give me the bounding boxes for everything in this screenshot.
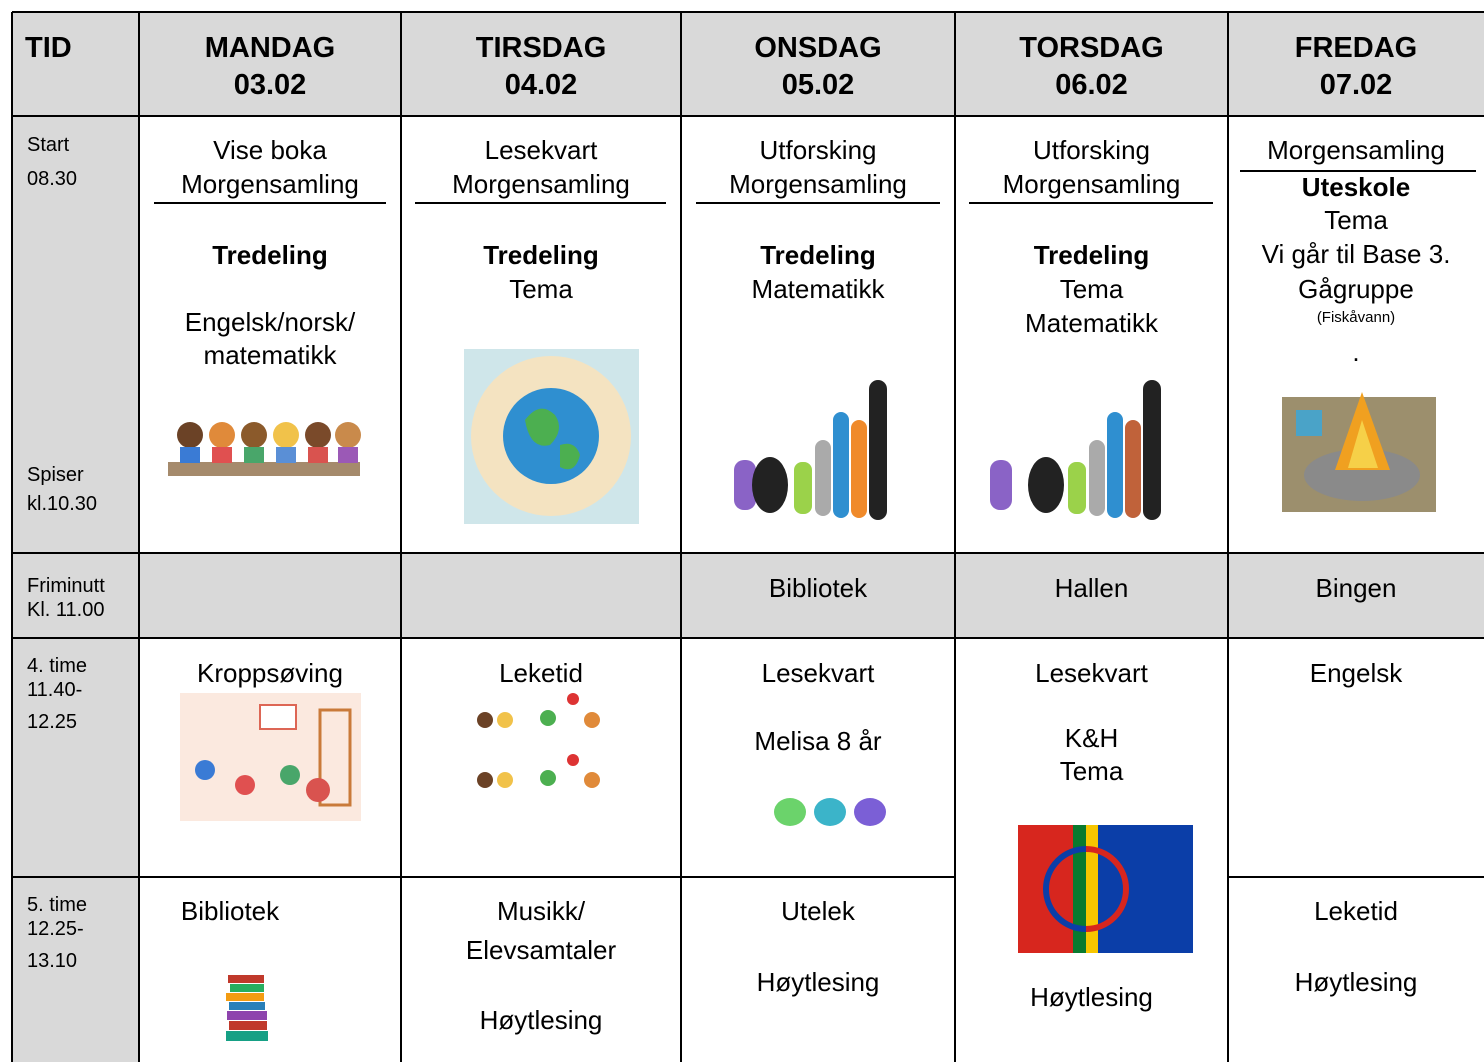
cell-text: Bingen xyxy=(1315,573,1397,603)
cell-text: Tredeling xyxy=(483,240,599,270)
reading-kids-picture xyxy=(168,422,361,476)
cell-text: Utelek xyxy=(781,896,855,926)
cell-text: Kroppsøving xyxy=(197,658,343,688)
time-label: 12.25 xyxy=(27,711,78,733)
time-label: Friminutt xyxy=(27,575,105,597)
cell-text: Bibliotek xyxy=(768,573,868,603)
cell-text: Melisa 8 år xyxy=(754,726,882,756)
break-row-bg xyxy=(12,553,1484,638)
cell-text: Tema xyxy=(509,274,573,304)
time-label: Start xyxy=(27,134,70,156)
time-note: kl.10.30 xyxy=(27,493,98,515)
time-label: 08.30 xyxy=(27,168,78,190)
cell-text: Morgensamling xyxy=(181,169,359,199)
header-time: TID xyxy=(25,32,72,64)
day-name: TORSDAG xyxy=(1019,32,1164,64)
underlines xyxy=(154,170,1476,204)
cell-text: Tema xyxy=(1059,274,1124,304)
day-name: ONSDAG xyxy=(754,32,882,64)
cell-text: Tema xyxy=(1059,756,1124,786)
time-label: 13.10 xyxy=(27,950,78,972)
cell-text: Utforsking xyxy=(759,135,877,165)
time-label: 12.25- xyxy=(27,918,84,940)
cell-text: Engelsk xyxy=(1309,658,1403,688)
cell-text: Gågruppe xyxy=(1298,274,1414,304)
time-label: Kl. 11.00 xyxy=(27,599,105,621)
cell-text: . xyxy=(1352,337,1360,367)
cell-text: Utforsking xyxy=(1032,135,1151,165)
cell-text: Morgensamling xyxy=(729,169,907,199)
day-name: TIRSDAG xyxy=(475,32,607,64)
day-date: 03.02 xyxy=(233,69,307,101)
cell-text: Tredeling xyxy=(212,240,328,270)
cell-text: Uteskole xyxy=(1301,172,1411,202)
cell-text: (Fiskåvann) xyxy=(1316,309,1396,326)
cell-text: Tredeling xyxy=(1033,240,1150,270)
cell-text: Elevsamtaler xyxy=(465,935,617,965)
world-children-picture xyxy=(464,349,639,524)
cell-text: Matematikk xyxy=(751,274,885,304)
borders xyxy=(11,11,1484,1062)
sami-flag xyxy=(1018,825,1193,953)
number-monsters-picture xyxy=(734,380,887,520)
cell-text: Tredeling xyxy=(760,240,876,270)
time-label: 4. time xyxy=(27,655,88,677)
cell-text: Bibliotek xyxy=(180,896,280,926)
cell-text: Høytlesing xyxy=(756,967,880,997)
cell-text: Vise boka xyxy=(213,135,327,165)
play-picture xyxy=(477,693,600,788)
day-date: 07.02 xyxy=(1319,69,1393,101)
time-note: Spiser xyxy=(27,464,84,486)
time-label: 5. time xyxy=(27,894,88,916)
day-name: MANDAG xyxy=(204,32,336,64)
cell-text: Hallen xyxy=(1054,573,1129,603)
day-date: 05.02 xyxy=(781,69,855,101)
campfire-picture xyxy=(1282,392,1436,512)
time-label: 11.40- xyxy=(27,679,83,701)
cell-text: Vi går til Base 3. xyxy=(1261,239,1451,269)
cell-text: Morgensamling xyxy=(1002,169,1181,199)
cell-text: Lesekvart xyxy=(1035,658,1148,688)
balloons-picture xyxy=(774,798,886,826)
cell-text: Engelsk/norsk/ xyxy=(184,307,356,337)
day-date: 06.02 xyxy=(1055,69,1128,101)
cell-text: Musikk/ xyxy=(496,896,586,926)
cell-text: Høytlesing xyxy=(479,1005,603,1035)
number-monsters-picture xyxy=(990,380,1161,520)
gym-picture xyxy=(180,693,361,821)
books-picture xyxy=(226,975,268,1041)
cell-text: Leketid xyxy=(499,658,583,688)
cell-text: Lesekvart xyxy=(484,135,598,165)
cell-text: Morgensamling xyxy=(452,169,630,199)
cell-text: K&H xyxy=(1064,723,1119,753)
cell-text: Høytlesing xyxy=(1294,967,1418,997)
day-date: 04.02 xyxy=(504,69,578,101)
cell-text: matematikk xyxy=(203,340,337,370)
cell-text: Matematikk xyxy=(1025,308,1158,338)
cell-text: Tema xyxy=(1324,205,1388,235)
cell-text: Lesekvart xyxy=(761,658,875,688)
header-bg xyxy=(12,12,1484,116)
day-name: FREDAG xyxy=(1294,32,1418,64)
cell-text: Leketid xyxy=(1314,896,1398,926)
cell-text: Morgensamling xyxy=(1267,135,1445,165)
cell-text: Høytlesing xyxy=(1030,982,1153,1012)
